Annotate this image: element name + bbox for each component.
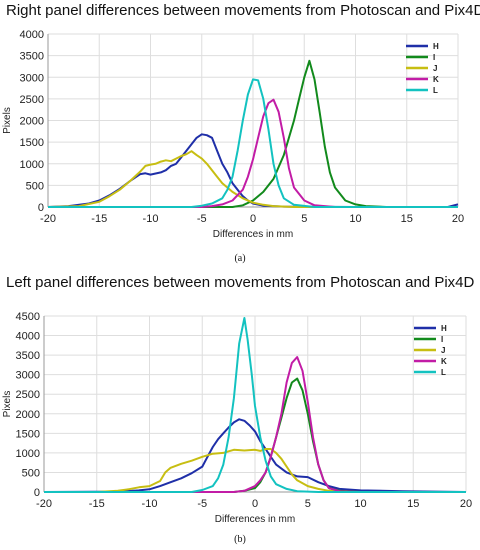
y-tick-label: 0 bbox=[38, 202, 44, 214]
series-line-k bbox=[44, 356, 466, 493]
chart-panel-b: Left panel differences between movements… bbox=[0, 272, 480, 550]
y-tick-label: 1000 bbox=[16, 448, 40, 460]
legend-label: I bbox=[433, 53, 435, 62]
x-tick-label: 0 bbox=[252, 498, 258, 510]
y-tick-label: 0 bbox=[34, 487, 40, 499]
legend-label: J bbox=[441, 346, 445, 355]
chart-plot-a: 0 500 1000 1500 2000 2500 3000 3500 4000 -20 -15 -1… bbox=[2, 29, 464, 240]
x-tick-label: -15 bbox=[89, 498, 105, 510]
y-tick-label: 2000 bbox=[20, 116, 44, 128]
x-tick-label: -10 bbox=[143, 213, 159, 225]
x-axis-label: Differences in mm bbox=[215, 514, 295, 525]
x-tick-label: -20 bbox=[40, 213, 56, 225]
x-tick-label: 15 bbox=[407, 498, 419, 510]
legend-label: L bbox=[433, 86, 438, 95]
y-tick-label: 500 bbox=[22, 467, 40, 479]
series-line-l bbox=[44, 317, 466, 493]
legend-label: H bbox=[441, 324, 447, 333]
y-tick-label: 1500 bbox=[20, 137, 44, 149]
x-tick-label: 20 bbox=[460, 498, 472, 510]
legend-label: I bbox=[441, 335, 443, 344]
x-tick-label: 5 bbox=[305, 498, 311, 510]
chart-plot-b: 0 500 1000 1500 2000 2500 3000 3500 4000 4500 -20 -… bbox=[2, 311, 472, 525]
chart-title: Right panel differences between movement… bbox=[6, 2, 480, 19]
x-tick-label: 10 bbox=[354, 498, 366, 510]
y-tick-label: 2500 bbox=[20, 94, 44, 106]
x-tick-label: 20 bbox=[452, 213, 464, 225]
y-tick-label: 2000 bbox=[16, 409, 40, 421]
x-tick-label: 15 bbox=[401, 213, 413, 225]
y-tick-label: 4000 bbox=[20, 29, 44, 41]
legend-label: H bbox=[433, 42, 439, 51]
x-tick-label: -5 bbox=[197, 213, 207, 225]
y-tick-label: 4000 bbox=[16, 331, 40, 343]
y-tick-label: 500 bbox=[26, 180, 44, 192]
chart-title: Left panel differences between movements… bbox=[6, 274, 475, 291]
y-tick-label: 3000 bbox=[20, 72, 44, 84]
series-line-i bbox=[48, 59, 458, 208]
x-tick-label: -10 bbox=[142, 498, 158, 510]
series-line-j bbox=[47, 150, 458, 208]
y-tick-label: 4500 bbox=[16, 311, 40, 323]
y-axis-label: Pixels bbox=[2, 391, 13, 418]
legend-label: J bbox=[433, 64, 437, 73]
y-tick-label: 3000 bbox=[16, 370, 40, 382]
y-tick-label: 3500 bbox=[16, 350, 40, 362]
x-tick-label: 10 bbox=[349, 213, 361, 225]
y-axis-label: Pixels bbox=[2, 107, 13, 134]
series-line-j bbox=[44, 448, 466, 493]
x-tick-label: -5 bbox=[197, 498, 207, 510]
legend-label: K bbox=[441, 357, 447, 366]
series-line-l bbox=[48, 78, 458, 208]
y-tick-label: 3500 bbox=[20, 51, 44, 63]
y-tick-label: 2500 bbox=[16, 389, 40, 401]
x-tick-label: -15 bbox=[91, 213, 107, 225]
series-line-h bbox=[43, 418, 467, 493]
x-tick-label: -20 bbox=[36, 498, 52, 510]
y-tick-label: 1500 bbox=[16, 428, 40, 440]
y-tick-label: 1000 bbox=[20, 159, 44, 171]
x-axis-label: Differences in mm bbox=[213, 229, 293, 240]
legend-label: L bbox=[441, 368, 446, 377]
x-tick-label: 0 bbox=[250, 213, 256, 225]
figure-caption: (b) bbox=[234, 534, 246, 545]
x-tick-label: 5 bbox=[301, 213, 307, 225]
figure-caption: (a) bbox=[234, 253, 246, 264]
chart-panel-a: Right panel differences between movement… bbox=[0, 0, 480, 268]
legend-label: K bbox=[433, 75, 439, 84]
